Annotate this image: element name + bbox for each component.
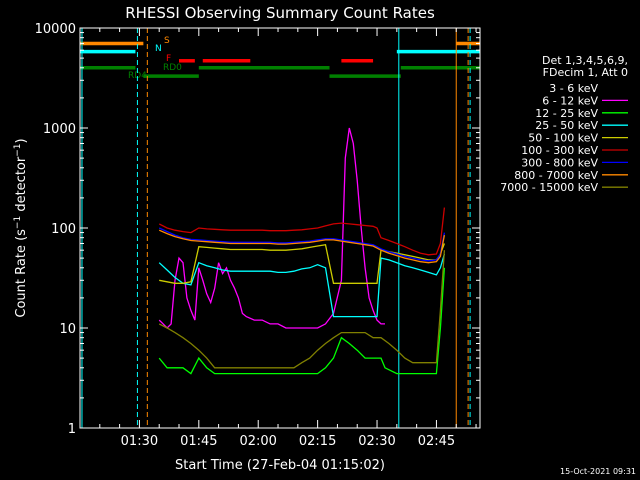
x-tick-label: 02:15 bbox=[299, 434, 336, 449]
y-tick-label: 10 bbox=[59, 322, 76, 337]
ylabel-text: Count Rate (s bbox=[14, 229, 29, 318]
legend-label: 800 - 7000 keV bbox=[514, 169, 598, 182]
legend-label: 100 - 300 keV bbox=[521, 144, 598, 157]
legend: Det 1,3,4,5,6,9,FDecim 1, Att 0 3 - 6 keV… bbox=[500, 54, 628, 194]
flag-label-s: S bbox=[164, 36, 170, 46]
legend-label: 3 - 6 keV bbox=[549, 82, 598, 95]
y-axis-ticks: 1 10 100 1000 10000 bbox=[35, 22, 480, 437]
legend-label: 12 - 25 keV bbox=[535, 107, 598, 120]
x-tick-label: 01:30 bbox=[121, 434, 158, 449]
legend-label: 25 - 50 keV bbox=[535, 119, 598, 132]
ylabel-superscript: −1 bbox=[13, 143, 23, 156]
x-tick-label: 02:45 bbox=[418, 434, 455, 449]
data-series bbox=[158, 127, 446, 421]
legend-label: 7000 - 15000 keV bbox=[500, 181, 598, 194]
ylabel-text: detector bbox=[14, 156, 29, 216]
series-line bbox=[158, 253, 446, 318]
ylabel-superscript: −1 bbox=[13, 216, 23, 229]
series-line bbox=[158, 127, 385, 329]
vertical-markers bbox=[81, 28, 471, 428]
legend-label: 300 - 800 keV bbox=[521, 156, 598, 169]
x-axis-label: Start Time (27-Feb-04 01:15:02) bbox=[175, 458, 385, 473]
series-line bbox=[158, 207, 446, 256]
y-tick-label: 10000 bbox=[35, 22, 76, 37]
y-tick-label: 1 bbox=[68, 422, 76, 437]
x-tick-label: 02:30 bbox=[358, 434, 395, 449]
flag-label-rd0: RD0 bbox=[163, 63, 182, 73]
series-line bbox=[158, 227, 446, 262]
series-line bbox=[158, 229, 446, 264]
chart-title: RHESSI Observing Summary Count Rates bbox=[125, 4, 435, 22]
legend-label: 50 - 100 keV bbox=[528, 132, 598, 145]
series-line bbox=[159, 243, 446, 284]
series-line bbox=[158, 250, 446, 369]
y-axis-label: Count Rate (s−1 detector−1) bbox=[13, 138, 29, 317]
x-tick-label: 02:00 bbox=[239, 434, 276, 449]
footer-timestamp: 15-Oct-2021 09:31 bbox=[560, 467, 636, 476]
series-line bbox=[158, 267, 446, 375]
legend-label: 6 - 12 keV bbox=[542, 94, 598, 107]
flag-label-f: F bbox=[166, 54, 171, 64]
y-tick-label: 100 bbox=[51, 222, 76, 237]
legend-header: FDecim 1, Att 0 bbox=[543, 66, 628, 79]
y-tick-label: 1000 bbox=[43, 122, 76, 137]
series-line bbox=[158, 150, 394, 421]
x-axis-ticks: 01:30 01:45 02:00 02:15 02:30 02:45 bbox=[99, 28, 477, 449]
legend-header: Det 1,3,4,5,6,9, bbox=[542, 54, 628, 67]
flag-label-n: N bbox=[155, 44, 162, 54]
ylabel-text: ) bbox=[14, 138, 29, 143]
x-tick-label: 01:45 bbox=[180, 434, 217, 449]
